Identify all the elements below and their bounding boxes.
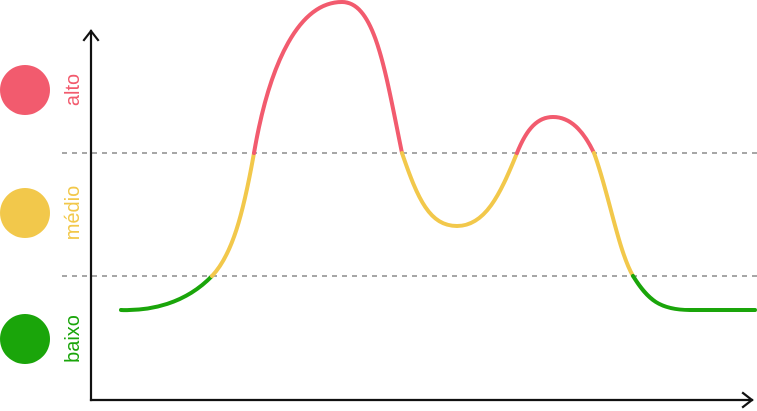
medium-level-dot [0, 188, 50, 238]
curve-segment-high [515, 115, 596, 155]
curve-segment-medium [592, 151, 635, 278]
low-level-label: baixo [62, 315, 84, 363]
curve-segment-medium [210, 151, 256, 278]
low-level-dot [0, 314, 50, 364]
curve-segment-high [252, 0, 404, 155]
level-curve [119, 0, 757, 313]
high-level-label: alto [62, 74, 84, 106]
high-level-dot [0, 65, 50, 115]
y-axis-arrow-icon [82, 29, 100, 42]
curve-segment-low [119, 274, 214, 313]
x-axis-arrow-icon [741, 391, 754, 409]
curve-segment-low [631, 274, 757, 312]
curve-segment-medium [400, 151, 519, 228]
y-axis [82, 29, 100, 402]
medium-level-label: médio [62, 186, 84, 240]
x-axis [89, 391, 754, 409]
